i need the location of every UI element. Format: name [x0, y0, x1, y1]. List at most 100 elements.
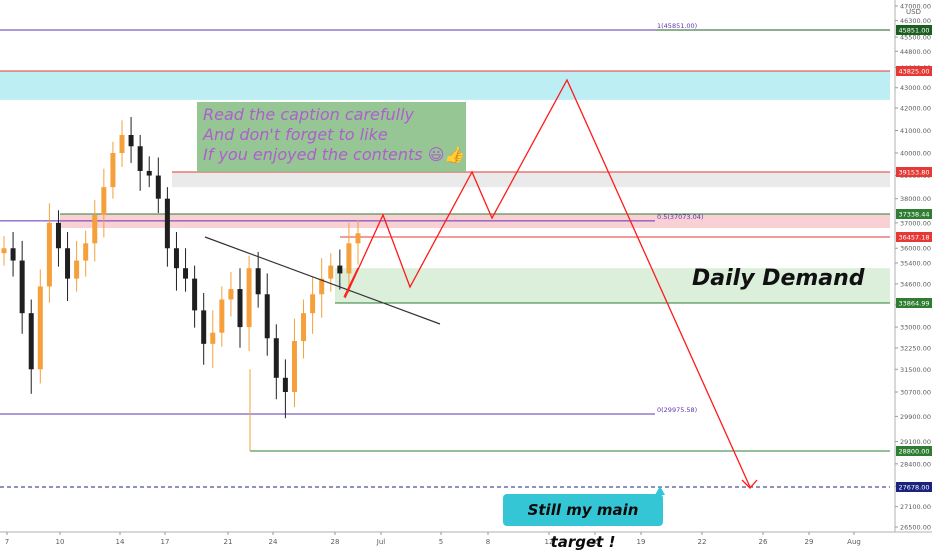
time-tick-label: 26 [759, 538, 768, 546]
price-tick-label: 34600.00 [900, 280, 931, 288]
time-tick-label: 22 [698, 538, 707, 546]
price-tick-label: 38000.00 [900, 195, 931, 203]
time-tick-label: 7 [5, 538, 9, 546]
candle-body [255, 268, 261, 295]
price-tick-label: 29100.00 [900, 438, 931, 446]
price-badge-43825.00 [896, 66, 932, 76]
candle-body [37, 286, 43, 370]
candle-body [210, 332, 216, 344]
candle-body [10, 248, 16, 261]
time-tick-label: 14 [116, 538, 125, 546]
candle-body [282, 377, 288, 392]
candle-body [46, 222, 52, 287]
candle-body [1, 248, 7, 254]
price-tick-label: 41000.00 [900, 127, 931, 135]
projection-arrowhead [741, 479, 758, 489]
candle-body [164, 198, 170, 249]
time-tick-label: 24 [269, 538, 278, 546]
price-badge-text: 37338.44 [898, 211, 929, 219]
candle-body [110, 153, 116, 188]
price-badge-text: 27678.00 [898, 484, 929, 492]
time-tick-label: 10 [56, 538, 65, 546]
target-callout: Still my main target ! [503, 494, 663, 550]
price-badge-27678.00 [896, 482, 932, 492]
price-tick-label: 47000.00 [900, 3, 931, 11]
time-tick-label: 19 [637, 538, 646, 546]
price-badge-33864.99 [896, 298, 932, 308]
price-badge-text: 36457.18 [898, 234, 929, 242]
time-tick-label: 12 [545, 538, 554, 546]
descending-trendline [204, 236, 441, 325]
candle-body [228, 289, 234, 300]
candle-body [310, 294, 316, 314]
price-tick-label: 37000.00 [900, 219, 931, 227]
price-tick-label: 32250.00 [900, 345, 931, 353]
price-tick-label: 43000.00 [900, 84, 931, 92]
candle-body [146, 170, 152, 176]
caption-line-2: And don't forget to like [203, 125, 388, 144]
fib-label-0.5: 0.5(37073.04) [657, 213, 703, 221]
fib-label-0: 0(29975.58) [657, 406, 697, 414]
price-tick-label: 42000.00 [900, 105, 931, 113]
daily-demand-label: Daily Demand [692, 266, 865, 291]
price-tick-label: 29900.00 [900, 413, 931, 421]
candle-body [173, 248, 179, 269]
candle-body [92, 215, 98, 244]
price-tick-label: 36000.00 [900, 245, 931, 253]
price-badge-text: 28800.00 [898, 448, 929, 456]
candle-body [219, 299, 225, 333]
zone-daily-demand [335, 268, 890, 303]
candle-body [65, 248, 71, 279]
candle-body [192, 278, 198, 311]
candle-body [183, 268, 189, 279]
candle-body [237, 289, 243, 328]
time-tick-label: Aug [847, 538, 861, 546]
candle-body [55, 222, 61, 249]
price-tick-label: 30700.00 [900, 389, 931, 397]
time-tick-label: 29 [805, 538, 814, 546]
time-tick-label: 28 [331, 538, 340, 546]
candle-body [246, 268, 252, 328]
callout-pointer [655, 486, 665, 495]
price-tick-label: 44800.00 [900, 48, 931, 56]
projection-path [344, 78, 751, 488]
candle-body [273, 338, 279, 378]
price-badge-39153.80 [896, 167, 932, 177]
price-badge-28800.00 [896, 446, 932, 456]
price-badge-text: 39153.80 [898, 169, 929, 177]
candle-body [83, 243, 89, 261]
time-tick-label: 15 [591, 538, 600, 546]
price-tick-label: 28400.00 [900, 460, 931, 468]
price-tick-label: 40000.00 [900, 150, 931, 158]
candle-body [137, 146, 143, 171]
candle-body [291, 341, 297, 392]
candle-body [74, 260, 80, 279]
candle-body [355, 233, 361, 244]
price-badge-37338.44 [896, 209, 932, 219]
time-tick-label: 5 [439, 538, 443, 546]
price-tick-label: 45500.00 [900, 34, 931, 42]
breakout-leg [343, 267, 359, 298]
caption-line-1: Read the caption carefully [203, 105, 414, 124]
time-tick-label: Jul [376, 538, 386, 546]
candle-body [346, 243, 352, 274]
candle-body [264, 294, 270, 339]
candle-body [155, 175, 161, 199]
time-tick-label: 17 [161, 538, 170, 546]
time-tick-label: 8 [486, 538, 490, 546]
candle-body [328, 265, 334, 279]
candle-body [101, 187, 107, 216]
target-callout-text: Still my main target ! [527, 501, 639, 550]
price-badge-text: 33864.99 [898, 300, 929, 308]
fib-retracement: 1(45851.00) 0.5(37073.04) 0(29975.58) [0, 22, 703, 415]
currency-label: USD [906, 8, 921, 16]
price-tick-label: 46300.00 [900, 17, 931, 25]
zone-supply [0, 71, 890, 100]
price-tick-label: 35400.00 [900, 260, 931, 268]
time-tick-label: 21 [224, 538, 233, 546]
candle-body [319, 278, 325, 295]
price-badge-45851.00 [896, 25, 932, 35]
candle-body [301, 313, 307, 342]
caption-box: Read the caption carefully And don't for… [197, 102, 466, 172]
candle-series [1, 117, 361, 419]
